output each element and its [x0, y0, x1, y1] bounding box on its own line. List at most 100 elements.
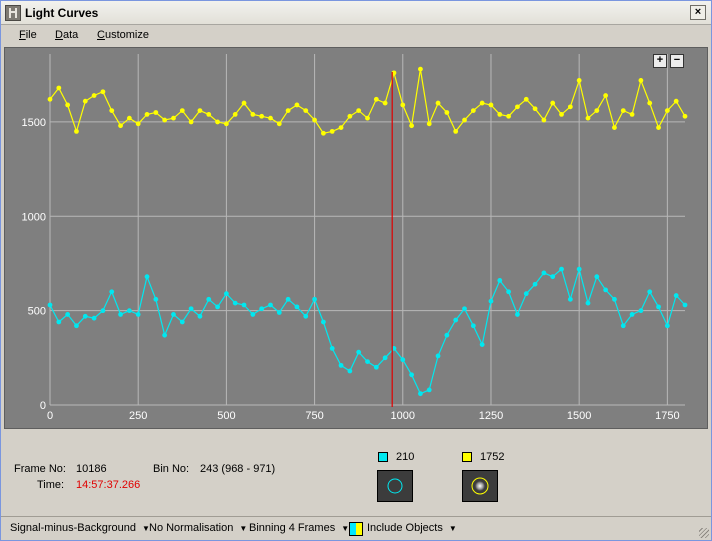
chevron-down-icon: ▼	[239, 524, 248, 533]
menu-customize[interactable]: Customize	[97, 29, 149, 41]
series-1-point	[462, 117, 467, 123]
object-2-thumbnail[interactable]	[462, 470, 498, 502]
series-2-point	[276, 310, 282, 315]
series-1-point	[206, 111, 212, 117]
series-2-point	[382, 355, 388, 361]
series-1-point	[215, 119, 220, 125]
series-2-point	[664, 323, 670, 329]
zoom-in-button[interactable]: +	[653, 54, 667, 68]
series-2-point	[444, 332, 450, 338]
series-1-point	[259, 113, 265, 119]
zoom-out-button[interactable]: −	[670, 54, 684, 68]
series-1-point	[541, 117, 547, 123]
series-2-point	[435, 353, 441, 359]
status-panel: Frame No: 10186 Bin No: 243 (968 - 971) …	[4, 433, 708, 513]
include-objects-dropdown[interactable]: Include Objects ▼	[367, 522, 457, 534]
series-1-point	[135, 121, 141, 127]
series-1-point	[673, 98, 679, 104]
series-1-point	[453, 128, 459, 134]
series-1-point	[523, 96, 529, 102]
series-1-point	[594, 108, 600, 114]
series-2-point	[126, 308, 132, 314]
binning-label: Binning 4 Frames	[249, 522, 336, 534]
series-2-point	[65, 312, 71, 317]
series-1-point	[365, 115, 370, 121]
close-button[interactable]: ×	[690, 5, 706, 20]
series-2-point	[223, 291, 229, 297]
series-2-point	[567, 296, 573, 302]
series-2-point	[294, 304, 300, 310]
series-1-point	[409, 123, 414, 129]
include-objects-icon	[349, 522, 363, 536]
series-2-point	[612, 296, 617, 302]
series-1-point	[426, 121, 432, 127]
series-2-point	[109, 289, 115, 295]
series-1-point	[118, 123, 123, 129]
series-2-point	[515, 312, 520, 317]
series-1-point	[65, 102, 71, 108]
series-2-point	[153, 296, 159, 302]
series-2-point	[656, 304, 661, 310]
series-1-point	[47, 96, 53, 102]
series-2-point	[559, 266, 564, 272]
series-2-point	[56, 319, 62, 325]
app-icon	[5, 5, 21, 21]
include-objects-label: Include Objects	[367, 522, 443, 534]
series-1-point	[303, 108, 309, 114]
menu-file-label: ile	[25, 29, 37, 41]
series-2-point	[532, 281, 538, 287]
x-tick-label: 1750	[655, 410, 679, 422]
series-2-point	[329, 345, 335, 351]
normalisation-label: No Normalisation	[149, 522, 234, 534]
menu-data[interactable]: Data	[55, 29, 78, 41]
x-tick-label: 1250	[479, 410, 503, 422]
binning-dropdown[interactable]: Binning 4 Frames ▼	[249, 522, 349, 534]
series-1-point	[171, 115, 176, 121]
bin-no-value: 243 (968 - 971)	[200, 463, 276, 475]
series-1-point	[400, 102, 406, 108]
series-2-point	[497, 278, 503, 283]
series-2-point	[206, 296, 212, 302]
series-1-point	[488, 102, 494, 108]
signal-mode-dropdown[interactable]: Signal-minus-Background ▼	[10, 522, 150, 534]
series-1-point	[329, 128, 335, 134]
series-2-point	[506, 289, 512, 295]
series-1-point	[479, 100, 485, 106]
series-2-point	[479, 342, 485, 348]
series-1-point	[382, 100, 388, 106]
series-2-point	[576, 266, 582, 272]
series-1-point	[56, 85, 62, 91]
y-tick-label: 1000	[22, 211, 46, 223]
series-2-point	[550, 274, 556, 280]
series-2-point	[585, 300, 591, 306]
object-1-thumbnail[interactable]	[377, 470, 413, 502]
series-2-point	[285, 296, 291, 302]
series-2-point	[312, 296, 317, 302]
chevron-down-icon: ▼	[341, 524, 350, 533]
series-2-point	[135, 312, 141, 317]
menu-customize-label: ustomize	[104, 29, 149, 41]
menu-data-accel: D	[55, 29, 63, 41]
series-2-point	[215, 304, 220, 310]
menu-file[interactable]: File	[19, 29, 37, 41]
light-curve-plot[interactable]: 0 250 500 750 1000 1250 1500 1750 0 500 1000 1500 +…	[4, 47, 708, 429]
object-1-aperture-icon	[387, 478, 403, 494]
series-1-point	[241, 100, 247, 106]
y-tick-label: 1500	[22, 117, 46, 129]
series-2-point	[594, 274, 600, 280]
resize-grip-icon[interactable]	[699, 528, 709, 538]
series-2-point	[541, 270, 547, 276]
series-2-point	[453, 317, 459, 323]
series-1-point	[559, 111, 564, 117]
series-2-point	[620, 323, 626, 329]
series-2-point	[462, 306, 467, 312]
series-1-point	[347, 113, 353, 119]
x-tick-label: 250	[129, 410, 147, 422]
series-1-point	[100, 89, 106, 95]
normalisation-dropdown[interactable]: No Normalisation ▼	[149, 522, 247, 534]
y-tick-label: 500	[28, 306, 46, 318]
object-2-id: 1752	[480, 451, 505, 463]
series-2-point	[356, 349, 362, 355]
series-1-point	[82, 98, 88, 104]
series-1-point	[444, 110, 450, 115]
